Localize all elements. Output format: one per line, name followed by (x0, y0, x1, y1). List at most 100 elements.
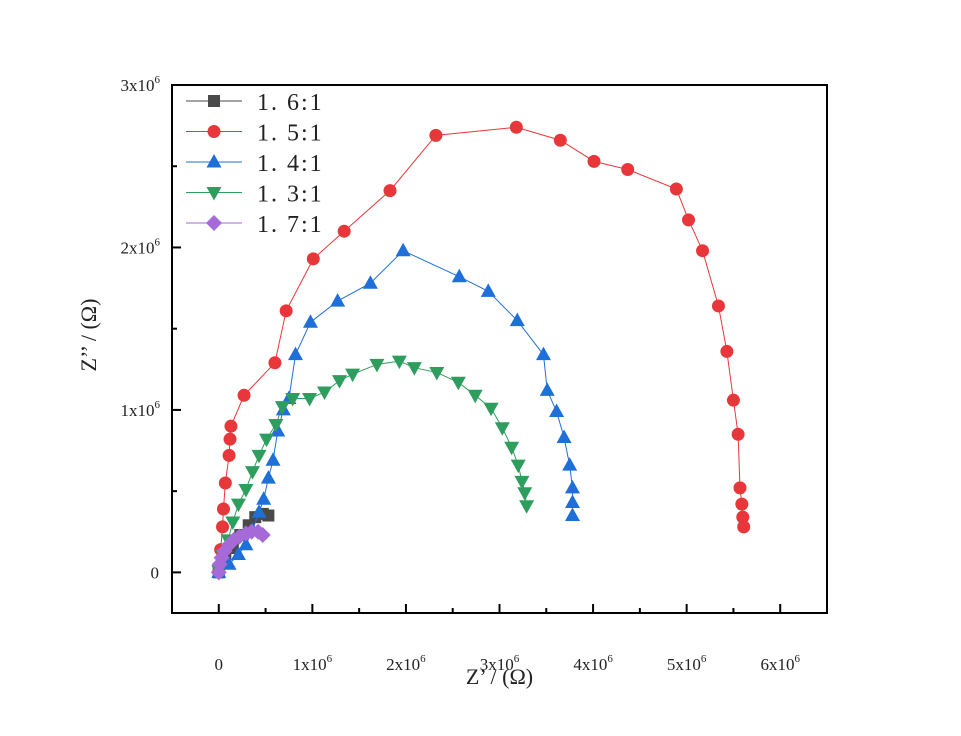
series-1-4-1-point (539, 382, 555, 396)
series-1-5-1-point (735, 497, 749, 511)
legend-label: 1. 4:1 (257, 151, 324, 177)
series-1-5-1-point (223, 432, 237, 446)
series-1-4-1-point (480, 283, 496, 297)
series-1-4-1-point (564, 494, 580, 509)
series-1-5-1-point (737, 520, 751, 534)
x-tick-label: 4x106 (573, 653, 613, 674)
legend-item: 1. 6:1 (186, 90, 324, 116)
series-1-4-1-point (362, 275, 378, 289)
series-1-3-1-point (504, 441, 520, 456)
series-1-5-1-point (720, 344, 734, 358)
series-1-5-1-point (337, 224, 351, 238)
legend-label: 1. 6:1 (257, 90, 324, 116)
series-1-3-1-point (429, 367, 445, 381)
series-1-4-1-point (556, 429, 572, 444)
series-1-3-1-point (467, 389, 483, 404)
series-1-4-1-point (238, 536, 254, 551)
series-1-3-1-point (259, 433, 275, 448)
legend-item: 1. 4:1 (186, 151, 324, 177)
series-1-5-1-point (736, 510, 750, 524)
series-1-5-1-point (429, 128, 443, 142)
series-1-5-1-point (696, 244, 710, 258)
series-1-5-1-point (509, 120, 523, 134)
legend-item: 1. 7:1 (186, 212, 324, 238)
series-1-3-1-point (274, 401, 290, 415)
series-1-5-1-point (711, 299, 725, 313)
series-1-4-1-point (256, 491, 272, 505)
series-1-4-1-point (509, 312, 525, 327)
series-1-4-1-point (549, 403, 565, 418)
series-1-5-1-point (222, 448, 236, 462)
series-1-3-1-point (238, 484, 254, 498)
series-1-4-1-line (218, 250, 573, 573)
legend-marker (207, 125, 221, 138)
legend: 1. 6:1 1. 5:1 1. 4:1 1. 3:1 1. 7:1 (186, 90, 324, 238)
series-1-3-1-point (510, 459, 526, 474)
series-1-5-1-point (731, 427, 745, 441)
series-1-4-1-point (564, 507, 580, 522)
series-1-3-1-point (483, 402, 499, 417)
series-1-5-1-point (216, 502, 230, 516)
series-1-4-1-point (265, 452, 281, 466)
series-1-3-1-point (244, 466, 260, 480)
legend-marker (206, 187, 222, 201)
legend-marker (206, 154, 222, 168)
legend-marker (206, 215, 222, 231)
legend-label: 1. 7:1 (257, 212, 324, 238)
y-axis-title: Z’’ / (Ω) (76, 299, 101, 372)
series-1-3-1-point (230, 498, 246, 513)
series-1-3-1-point (345, 368, 361, 383)
legend-item: 1. 3:1 (186, 182, 324, 208)
series-1-5-1-point (682, 213, 696, 227)
series-1-5-1-point (669, 182, 683, 196)
series-1-7-1-point (254, 527, 271, 544)
series-1-3-1-point (514, 475, 530, 490)
y-tick-label: 3x106 (121, 74, 161, 95)
series-1-4-1-point (564, 479, 580, 494)
series-1-3-1-point (494, 422, 510, 436)
series-1-3-1-point (251, 449, 267, 464)
series-1-3-1-point (331, 375, 347, 389)
series-1-5-1-point (726, 393, 740, 407)
series-1-4-1-point (260, 470, 276, 484)
series-1-4-1-point (251, 504, 267, 518)
series-1-5-1-point (733, 481, 747, 495)
legend-label: 1. 3:1 (257, 182, 324, 208)
series-1-5-1-point (268, 356, 282, 370)
series-1-5-1-point (216, 520, 230, 534)
series-1-3-1-point (406, 362, 422, 376)
y-axis: 0 1x106 2x106 3x106 (121, 74, 181, 582)
series-1-4-1-point (535, 346, 551, 361)
series-1-3-1-point (450, 376, 466, 391)
x-tick-label: 2x106 (386, 653, 426, 674)
series-1-4-1-point (395, 242, 411, 257)
series-1-5-1-point (621, 162, 635, 176)
series-1-3-1-point (225, 516, 241, 531)
series-1-4-1-point (562, 457, 578, 471)
series-1-5-1-point (587, 154, 601, 168)
series-1-3-1-point (317, 386, 333, 401)
series-1-3-1-point (268, 419, 284, 433)
x-tick-label: 5x106 (667, 653, 707, 674)
series-1-4-1-point (230, 546, 246, 561)
series-1-3-1-point (519, 500, 535, 514)
x-tick-label: 6x106 (760, 653, 800, 674)
y-tick-label: 0 (151, 563, 160, 582)
x-tick-label: 0 (215, 655, 224, 674)
series-1-5-1 (212, 120, 751, 578)
legend-label: 1. 5:1 (257, 121, 324, 147)
series-1-5-1-point (218, 476, 232, 490)
series-1-4-1-point (288, 346, 304, 361)
series-1-3-1-point (391, 355, 407, 370)
series-1-3-1-point (285, 393, 301, 407)
series-1-4-1-point (330, 293, 346, 307)
x-axis: 0 1x106 2x106 3x106 4x106 5x106 6x106 (215, 604, 800, 674)
legend-item: 1. 5:1 (186, 121, 324, 147)
series-1-4-1-point (451, 268, 467, 283)
y-tick-label: 1x106 (121, 399, 161, 420)
y-tick-label: 2x106 (121, 236, 161, 257)
x-axis-title: Z’ / (Ω) (466, 664, 533, 689)
x-tick-label: 3x106 (480, 653, 520, 674)
